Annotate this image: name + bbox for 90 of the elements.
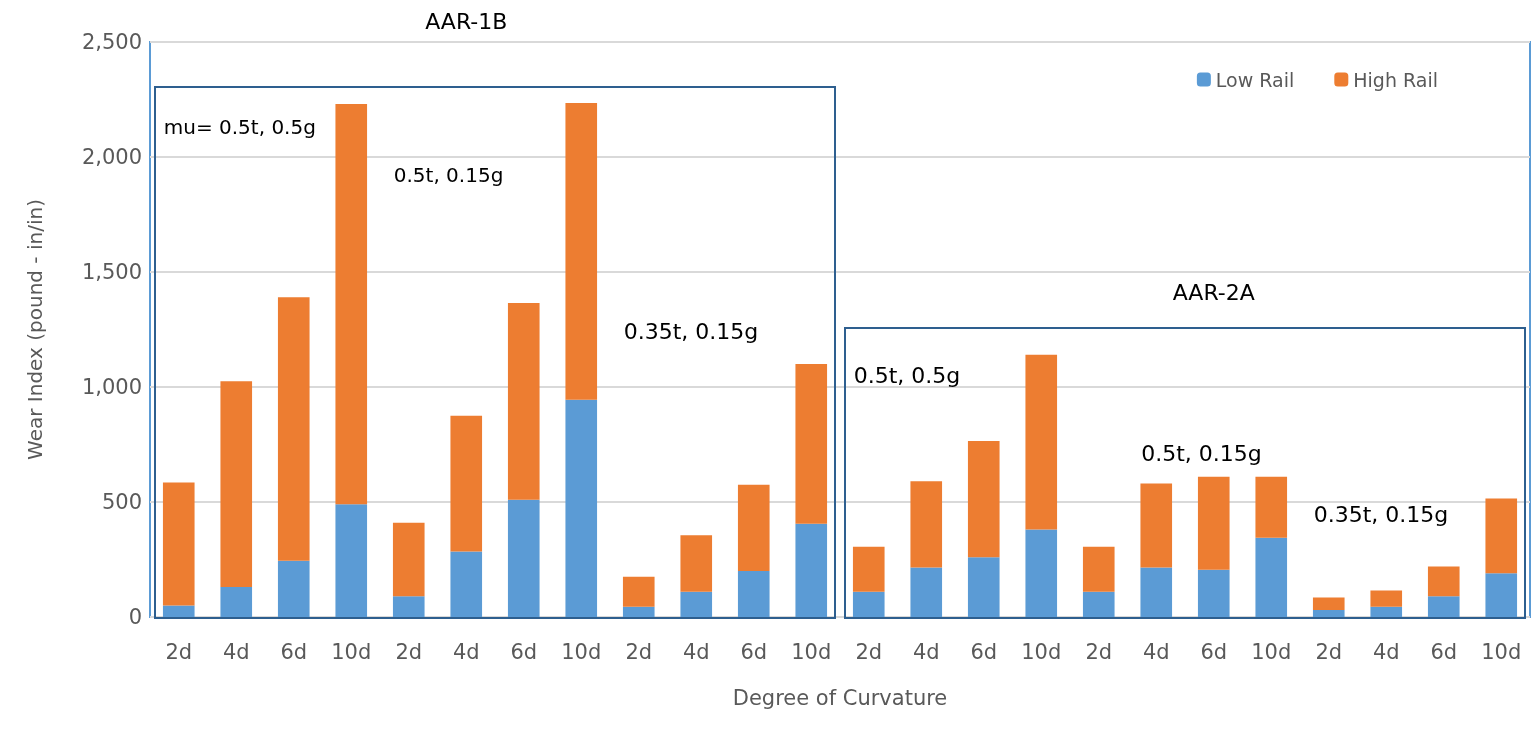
y-tick-label: 1,500 — [81, 260, 142, 284]
bar — [910, 481, 943, 568]
x-tick-label: 2d — [1085, 639, 1113, 664]
x-tick-label: 4d — [682, 639, 710, 664]
x-tick-label: 10d — [561, 639, 602, 664]
y-tick-label: 1,000 — [81, 375, 142, 399]
bar — [910, 567, 943, 617]
bar — [392, 596, 425, 617]
bar — [220, 381, 253, 588]
bar — [1197, 569, 1230, 617]
bar — [1255, 476, 1288, 538]
y-tick-label: 500 — [101, 490, 142, 514]
x-tick-label: 2d — [165, 639, 193, 664]
x-tick-label: 6d — [970, 639, 998, 664]
bar — [392, 522, 425, 597]
x-tick-label: 2d — [1315, 639, 1343, 664]
bar — [277, 297, 310, 561]
x-tick-label: 6d — [1200, 639, 1228, 664]
annotation: AAR-2A — [1172, 280, 1255, 306]
x-tick-label: 4d — [1372, 639, 1400, 664]
bar — [450, 415, 483, 552]
x-tick-label: 6d — [280, 639, 308, 664]
annotation: mu= 0.5t, 0.5g — [163, 115, 316, 140]
bar — [1485, 573, 1518, 617]
bar — [1312, 597, 1345, 611]
x-tick-label: 10d — [331, 639, 372, 664]
x-tick-label: 4d — [452, 639, 480, 664]
bar — [335, 104, 368, 505]
bar — [565, 399, 598, 617]
bar — [852, 591, 885, 617]
bar — [1025, 529, 1058, 617]
annotation: 0.35t, 0.15g — [623, 319, 759, 345]
x-tick-label: 2d — [395, 639, 423, 664]
bar — [162, 605, 195, 617]
x-tick-label: 10d — [1251, 639, 1292, 664]
bar — [1140, 567, 1173, 617]
annotation: 0.5t, 0.15g — [393, 163, 504, 188]
bar — [967, 557, 1000, 617]
bar — [277, 560, 310, 617]
bar — [1082, 546, 1115, 592]
x-tick-label: 10d — [1021, 639, 1062, 664]
bar — [162, 482, 195, 606]
bar — [507, 303, 540, 500]
y-tick-label: 2,000 — [81, 145, 142, 169]
bar — [565, 102, 598, 400]
bar — [1485, 498, 1518, 574]
bar — [1197, 476, 1230, 570]
bar — [335, 504, 368, 617]
bar — [1312, 610, 1345, 617]
bar — [1427, 596, 1460, 617]
x-tick-label: 6d — [1430, 639, 1458, 664]
x-axis-title: Degree of Curvature — [732, 685, 948, 710]
legend-label: High Rail — [1353, 68, 1439, 91]
y-axis-title: Wear Index (pound - in/in) — [23, 199, 47, 460]
x-tick-label: 4d — [912, 639, 940, 664]
bar — [1082, 591, 1115, 617]
bar — [680, 535, 713, 592]
bar — [737, 571, 770, 617]
bar — [737, 484, 770, 571]
x-tick-label: 4d — [222, 639, 250, 664]
bar — [622, 606, 655, 617]
x-tick-label: 4d — [1142, 639, 1170, 664]
bar — [1427, 566, 1460, 597]
bar — [1255, 537, 1288, 617]
bar — [795, 364, 828, 524]
x-tick-label: 6d — [510, 639, 538, 664]
x-tick-label: 10d — [791, 639, 832, 664]
x-tick-label: 2d — [855, 639, 883, 664]
bar — [220, 587, 253, 617]
text: AAR-1B — [425, 8, 508, 34]
annotation: 0.5t, 0.5g — [853, 363, 961, 388]
bar — [852, 546, 885, 592]
bar — [450, 551, 483, 617]
bar — [1370, 590, 1403, 607]
x-tick-label: 6d — [740, 639, 768, 664]
bar — [622, 576, 655, 607]
bar — [967, 441, 1000, 558]
y-tick-label: 2,500 — [81, 30, 142, 54]
x-tick-label: 10d — [1481, 639, 1522, 664]
legend-label: Low Rail — [1215, 68, 1295, 91]
annotation: 0.5t, 0.15g — [1141, 441, 1262, 467]
bar — [680, 591, 713, 617]
bar — [795, 523, 828, 617]
bar — [1025, 354, 1058, 530]
bar — [507, 499, 540, 617]
bar — [1370, 606, 1403, 617]
x-tick-label: 2d — [625, 639, 653, 664]
annotation: 0.35t, 0.15g — [1313, 502, 1449, 528]
bar — [1140, 483, 1173, 568]
y-tick-label: 0 — [128, 605, 142, 629]
